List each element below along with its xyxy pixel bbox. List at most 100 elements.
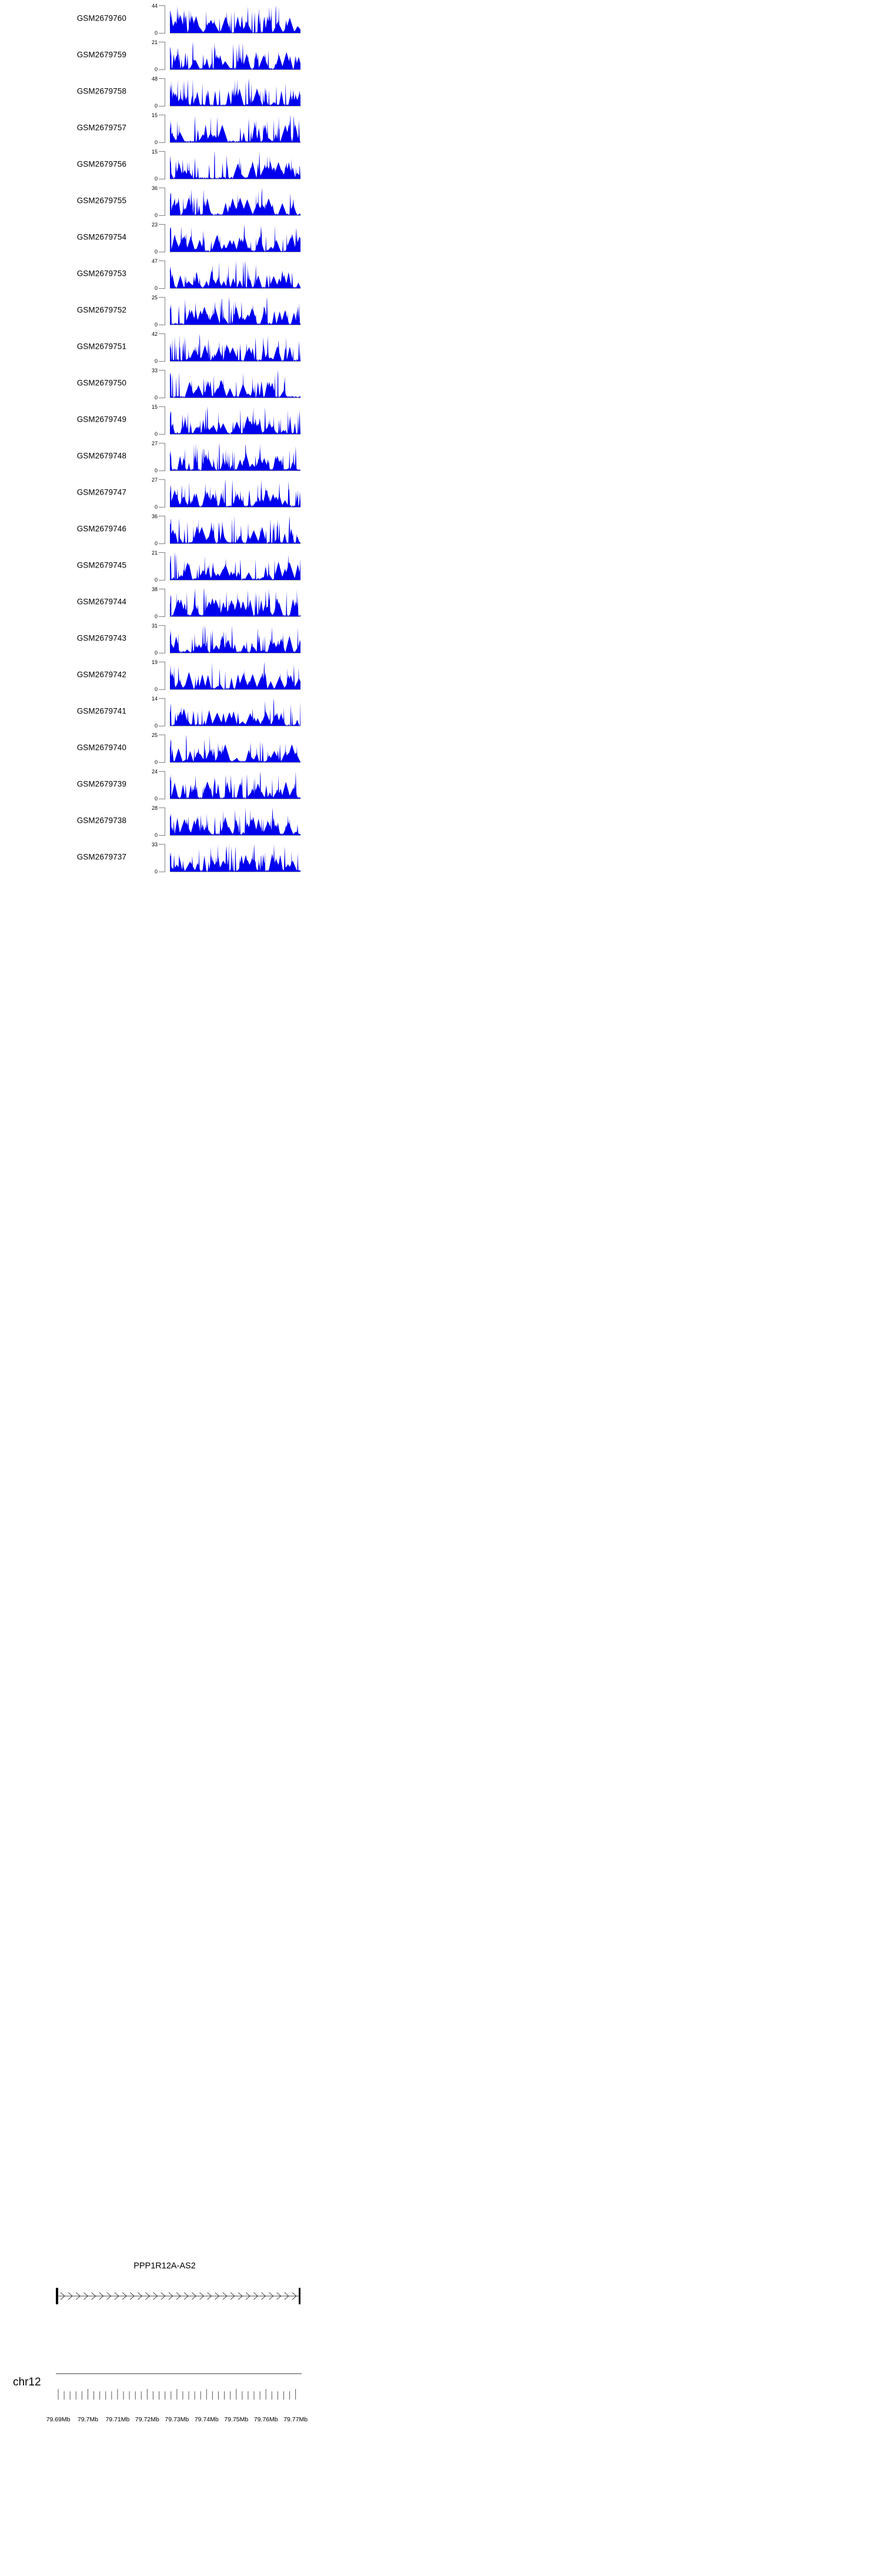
track-axis-tick-min (159, 142, 165, 143)
coverage-track: GSM2679739 24 0 (0, 766, 329, 802)
track-axis-max-label: 33 (151, 368, 158, 373)
track-axis-max-label: 24 (151, 769, 158, 775)
track-axis-max-label: 44 (151, 3, 158, 9)
coverage-track: GSM2679759 21 0 (0, 36, 329, 73)
track-sample-label: GSM2679749 (76, 415, 126, 424)
track-sample-label: GSM2679741 (76, 706, 126, 716)
gene-name-label: PPP1R12A-AS2 (133, 2261, 196, 2271)
track-y-axis: 15 0 (147, 149, 171, 182)
ruler-ticks (56, 2371, 302, 2413)
track-y-axis: 42 0 (147, 332, 171, 364)
coverage-plot (170, 589, 300, 617)
track-axis-max-label: 36 (151, 185, 158, 191)
track-y-axis: 38 0 (147, 587, 171, 619)
coverage-track: GSM2679738 28 0 (0, 802, 329, 839)
track-axis-tick-max (159, 297, 165, 298)
track-axis-max-label: 31 (151, 623, 158, 629)
track-baseline (170, 142, 300, 143)
ruler-tick-label: 79.76Mb (253, 2416, 278, 2423)
track-axis-min-label: 0 (154, 431, 158, 437)
track-y-axis: 36 0 (147, 514, 171, 546)
track-baseline (170, 835, 300, 836)
chromosome-label: chr12 (13, 2376, 41, 2388)
track-sample-label: GSM2679746 (76, 524, 126, 533)
track-y-axis: 24 0 (147, 769, 171, 802)
coverage-track: GSM2679744 38 0 (0, 583, 329, 620)
track-baseline (170, 434, 300, 435)
coverage-plot (170, 333, 300, 362)
coverage-track: GSM2679756 15 0 (0, 146, 329, 182)
track-sample-label: GSM2679748 (76, 451, 126, 461)
ruler-tick-label: 79.69Mb (46, 2416, 71, 2423)
track-y-axis: 19 0 (147, 659, 171, 692)
track-sample-label: GSM2679754 (76, 232, 126, 242)
track-y-axis: 23 0 (147, 222, 171, 255)
track-sample-label: GSM2679756 (76, 159, 126, 169)
track-axis-min-label: 0 (154, 504, 158, 510)
track-axis-max-label: 47 (151, 258, 158, 264)
coverage-plot (170, 844, 300, 872)
track-axis-max-label: 21 (151, 550, 158, 556)
track-axis-tick-max (159, 5, 165, 6)
coverage-plot (170, 115, 300, 143)
coverage-track: GSM2679755 36 0 (0, 182, 329, 219)
track-axis-min-label: 0 (154, 176, 158, 182)
track-axis-min-label: 0 (154, 249, 158, 255)
coverage-track: GSM2679751 42 0 (0, 328, 329, 365)
coverage-track-list: GSM2679760 44 0 GSM2679759 21 0 GSM2679758 48 0 G… (0, 0, 329, 875)
coverage-plot (170, 224, 300, 252)
coverage-plot (170, 662, 300, 690)
ruler-tick-label: 79.71Mb (105, 2416, 130, 2423)
track-y-axis: 47 0 (147, 258, 171, 291)
track-axis-tick-max (159, 625, 165, 626)
track-y-axis: 36 0 (147, 185, 171, 218)
track-axis-tick-min (159, 616, 165, 617)
track-y-axis: 27 0 (147, 441, 171, 473)
track-y-axis: 14 0 (147, 696, 171, 729)
track-sample-label: GSM2679758 (76, 86, 126, 96)
track-axis-min-label: 0 (154, 358, 158, 364)
track-sample-label: GSM2679755 (76, 196, 126, 205)
coverage-plot (170, 261, 300, 289)
track-sample-label: GSM2679747 (76, 488, 126, 497)
coverage-track: GSM2679753 47 0 (0, 255, 329, 292)
track-y-axis: 33 0 (147, 368, 171, 401)
coverage-plot (170, 42, 300, 70)
track-axis-min-label: 0 (154, 759, 158, 765)
track-axis-tick-min (159, 434, 165, 435)
track-axis-tick-min (159, 69, 165, 70)
track-y-axis: 25 0 (147, 295, 171, 328)
ruler-tick-labels: 79.69Mb 79.7Mb 79.71Mb 79.72Mb 79.73Mb 79.74M… (0, 2416, 329, 2431)
track-y-axis: 27 0 (147, 478, 171, 510)
track-y-axis: 15 0 (147, 113, 171, 145)
coverage-plot (170, 78, 300, 106)
track-axis-tick-max (159, 844, 165, 845)
track-baseline (170, 361, 300, 362)
coverage-track: GSM2679757 15 0 (0, 109, 329, 146)
track-axis-min-label: 0 (154, 212, 158, 218)
track-y-axis: 33 0 (147, 842, 171, 875)
coverage-track: GSM2679750 33 0 (0, 365, 329, 401)
track-axis-min-label: 0 (154, 468, 158, 473)
track-axis-max-label: 19 (151, 659, 158, 665)
track-y-axis: 44 0 (147, 3, 171, 36)
track-axis-max-label: 23 (151, 222, 158, 228)
track-axis-max-label: 25 (151, 295, 158, 301)
track-axis-min-label: 0 (154, 30, 158, 36)
track-axis-max-label: 25 (151, 732, 158, 738)
ruler-tick-label: 79.72Mb (135, 2416, 159, 2423)
track-y-axis: 28 0 (147, 806, 171, 838)
coverage-plot (170, 297, 300, 325)
track-axis-tick-max (159, 78, 165, 79)
track-axis-tick-min (159, 361, 165, 362)
coverage-plot (170, 698, 300, 726)
coverage-plot (170, 188, 300, 216)
coverage-track: GSM2679748 27 0 (0, 438, 329, 474)
track-axis-max-label: 15 (151, 149, 158, 155)
track-baseline (170, 762, 300, 763)
gene-annotation-panel: PPP1R12A-AS2 (0, 2261, 329, 2338)
gene-model-arrows (56, 2286, 300, 2306)
track-axis-tick-max (159, 370, 165, 371)
track-axis-min-label: 0 (154, 103, 158, 109)
